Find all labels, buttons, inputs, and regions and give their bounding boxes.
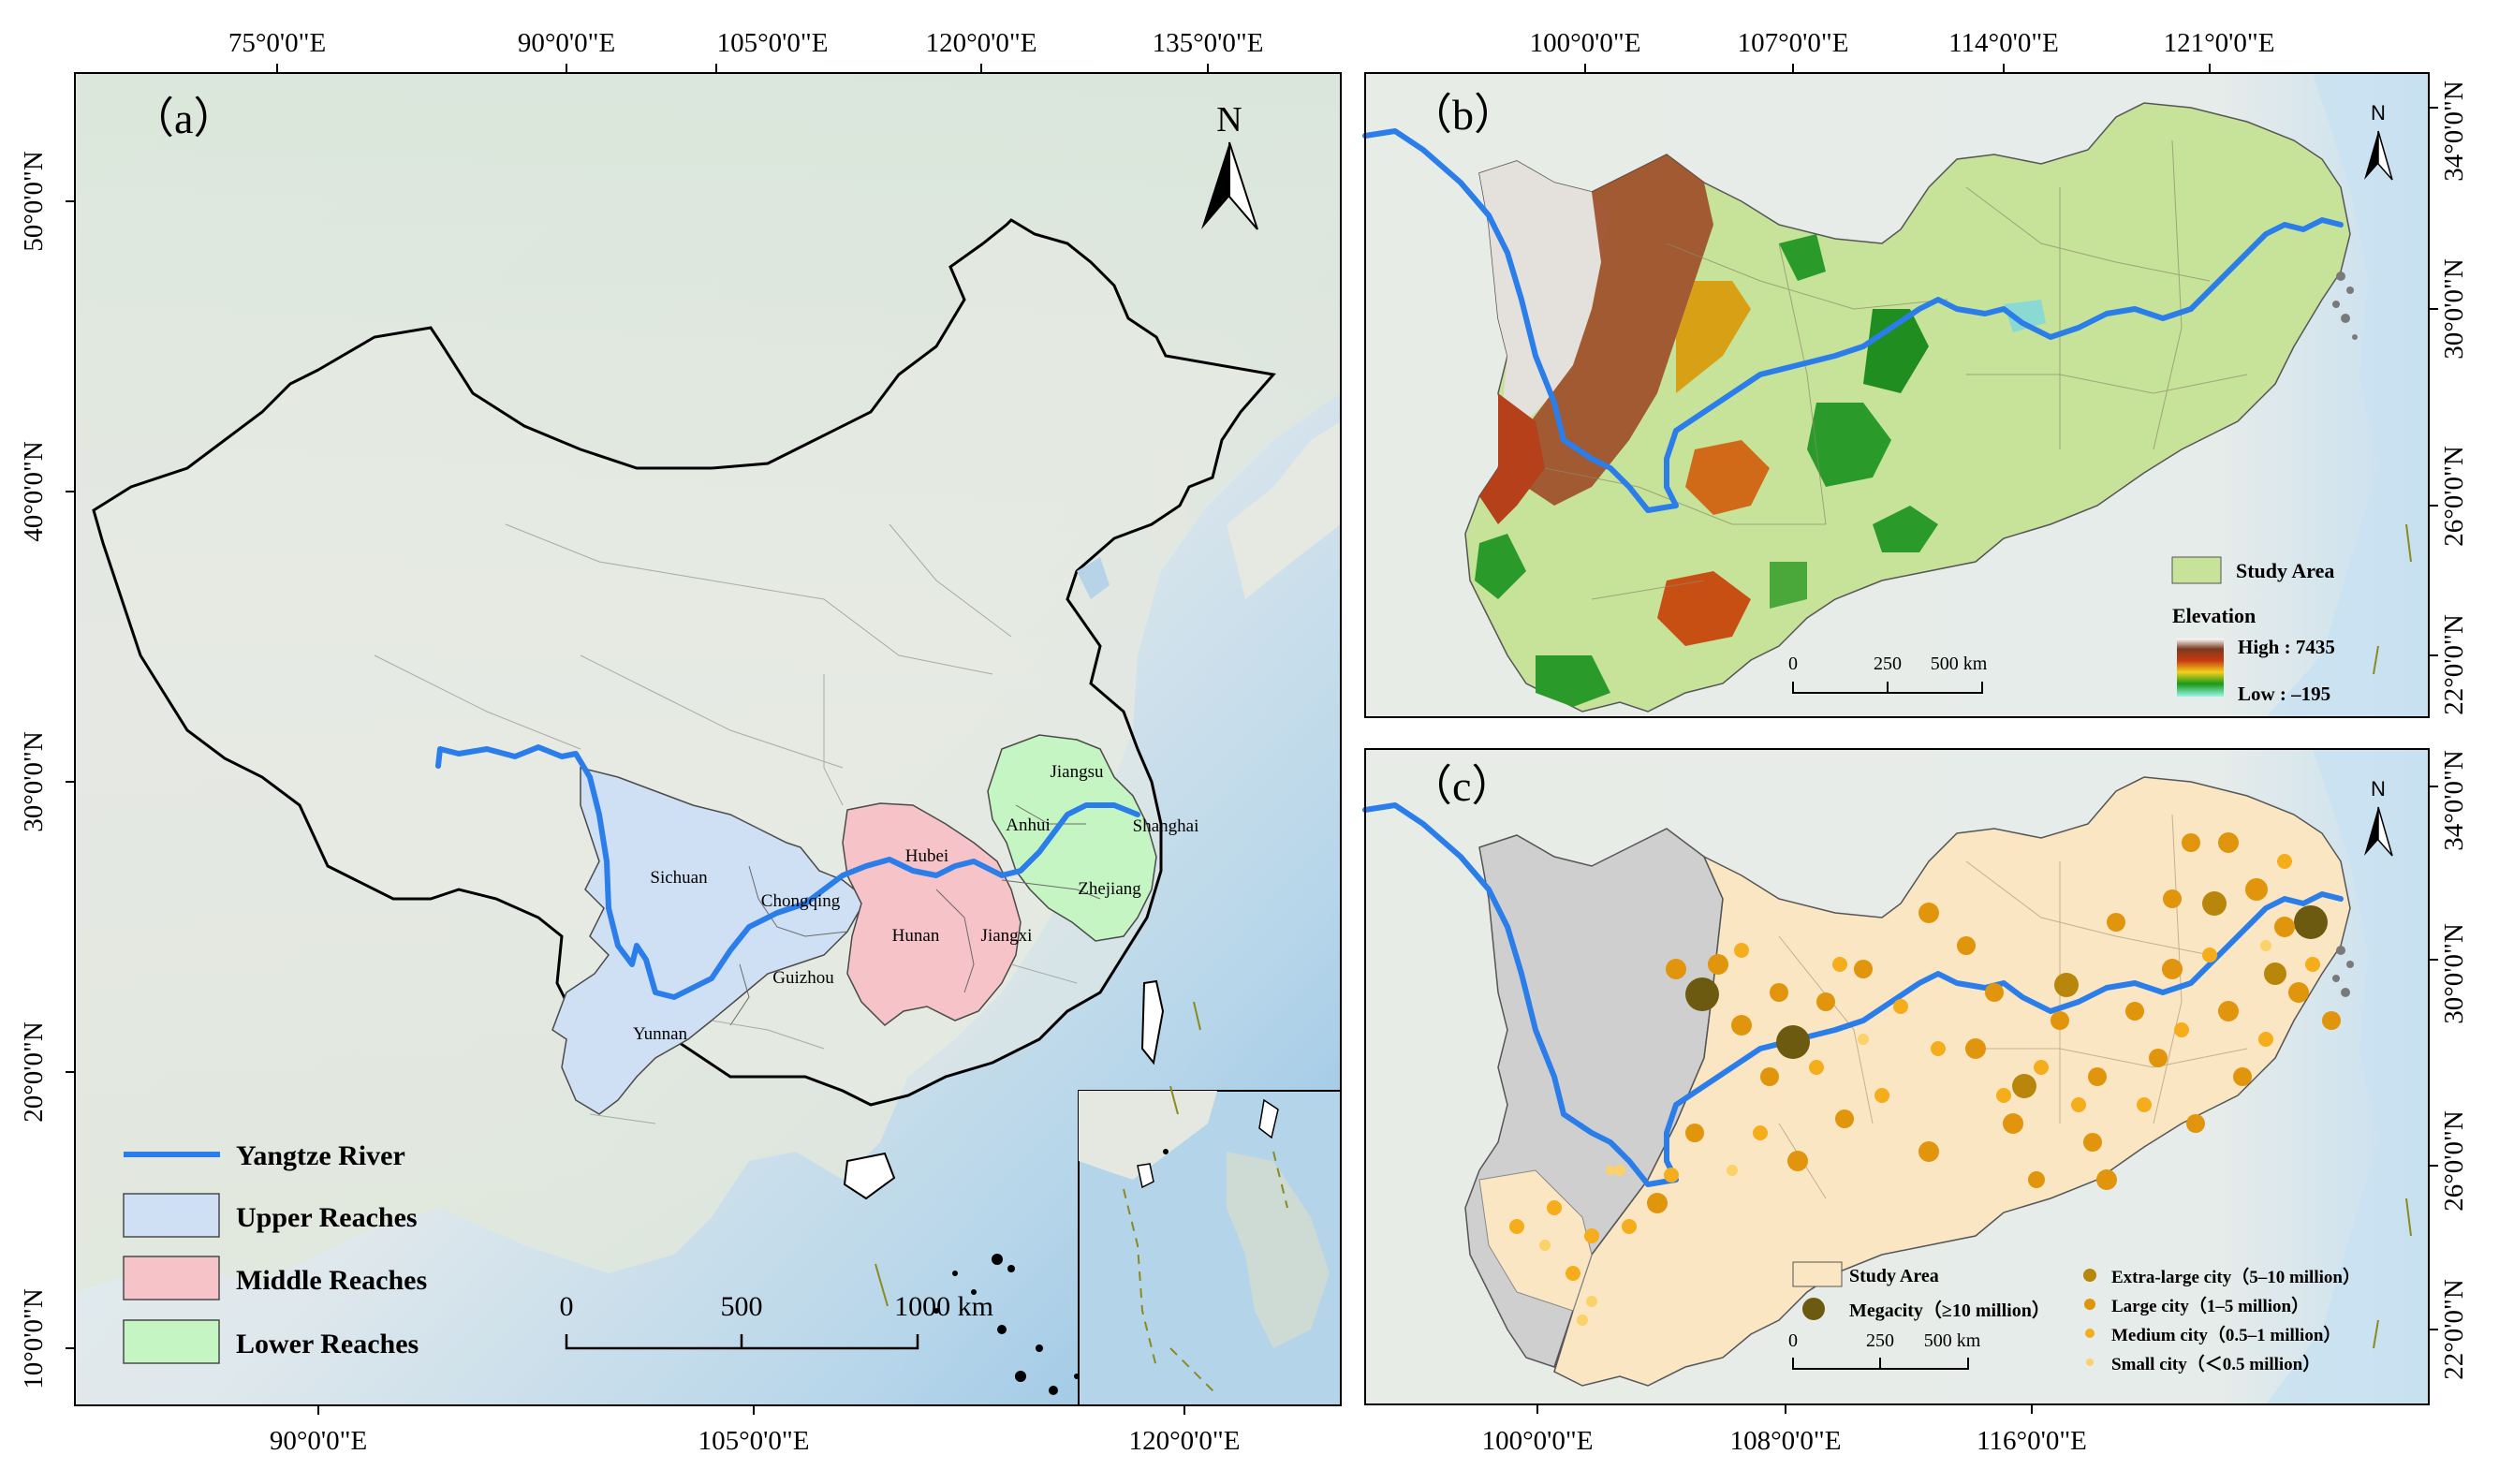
svg-text:Large city（1–5 million）: Large city（1–5 million） xyxy=(2111,1295,2309,1316)
panel-c-bottom-tick-2: 108°0'0"E xyxy=(1730,1426,1842,1456)
panel-b-top-tick-2: 107°0'0"E xyxy=(1738,28,1849,58)
svg-text:500 km: 500 km xyxy=(1931,654,1988,674)
panel-b-right-tick-4: 22°0'0"N xyxy=(2439,614,2469,715)
label-jiangsu: Jiangsu xyxy=(1051,762,1105,782)
panel-c-right-tick-3: 26°0'0"N xyxy=(2439,1110,2469,1212)
north-arrow-c: N xyxy=(2364,777,2393,857)
svg-text:N: N xyxy=(2371,101,2386,125)
svg-text:Yangtze River: Yangtze River xyxy=(236,1140,405,1171)
panel-a-map xyxy=(75,73,1342,1406)
label-anhui: Anhui xyxy=(1006,815,1051,835)
label-hunan: Hunan xyxy=(892,926,940,946)
svg-text:0: 0 xyxy=(1788,1330,1798,1351)
panel-b-frame xyxy=(1364,72,2430,718)
panel-b-top-tick-4: 121°0'0"E xyxy=(2164,28,2275,58)
yangtze-river-a xyxy=(435,744,1140,1000)
label-yunnan: Yunnan xyxy=(633,1024,688,1044)
panel-a-top-tick-4: 120°0'0"E xyxy=(926,28,1037,58)
panel-b-right-tick-3: 26°0'0"N xyxy=(2439,446,2469,547)
svg-text:Medium city（0.5–1 million）: Medium city（0.5–1 million） xyxy=(2111,1324,2341,1345)
svg-text:Lower Reaches: Lower Reaches xyxy=(236,1329,419,1359)
panel-a-label: （a） xyxy=(131,95,236,142)
panel-a-left-tick-4: 20°0'0"N xyxy=(19,1021,49,1123)
svg-text:Extra-large city（5–10 million）: Extra-large city（5–10 million） xyxy=(2111,1266,2360,1287)
svg-text:250: 250 xyxy=(1874,654,1902,674)
study-area-c xyxy=(1553,776,2351,1387)
panel-b-map xyxy=(1362,73,2429,717)
panel-b-label: （b） xyxy=(1409,91,1517,139)
svg-text:0: 0 xyxy=(1788,654,1798,674)
lower-reaches-region xyxy=(987,734,1157,942)
panel-c-right-tick-2: 30°0'0"N xyxy=(2439,923,2469,1024)
panel-a-top-tick-1: 75°0'0"E xyxy=(228,28,326,58)
panel-c-bottom-tick-3: 116°0'0"E xyxy=(1977,1426,2087,1456)
panel-a-left-tick-1: 50°0'0"N xyxy=(19,151,49,252)
panel-a-legend: Yangtze River Upper Reaches Middle Reach… xyxy=(123,1140,427,1364)
svg-text:Low : –195: Low : –195 xyxy=(2238,683,2330,705)
panel-c-map xyxy=(1362,749,2429,1404)
svg-text:Small city（＜0.5 million）: Small city（＜0.5 million） xyxy=(2111,1353,2320,1374)
panel-a-top-tick-2: 90°0'0"E xyxy=(518,28,615,58)
svg-text:500: 500 xyxy=(721,1291,763,1322)
panel-b-right-tick-1: 34°0'0"N xyxy=(2439,81,2469,182)
panel-a-bottom-tick-1: 90°0'0"E xyxy=(270,1426,367,1456)
panel-c-bottom-tick-1: 100°0'0"E xyxy=(1482,1426,1594,1456)
panel-c-legend: Study Area Megacity（≥10 million） Extra-l… xyxy=(1792,1261,2360,1374)
panel-a-frame xyxy=(74,72,1342,1406)
label-chongqing: Chongqing xyxy=(761,891,841,911)
upper-reaches-region xyxy=(551,767,867,1115)
panel-b-scale-bar: 0 250 500 km xyxy=(1788,654,1988,694)
panel-a-bottom-tick-3: 120°0'0"E xyxy=(1129,1426,1241,1456)
panel-b-top-tick-1: 100°0'0"E xyxy=(1530,28,1641,58)
panel-c-frame xyxy=(1364,748,2430,1405)
city-points xyxy=(1509,832,2341,1326)
label-sichuan: Sichuan xyxy=(650,868,708,888)
panel-b-ticks xyxy=(1584,64,2438,656)
yangtze-river-b xyxy=(1362,128,2344,513)
panel-c-label: （c） xyxy=(1409,762,1514,810)
svg-text:Study Area: Study Area xyxy=(2236,559,2334,582)
panel-b-legend: Study Area Elevation High : 7435 Low : –… xyxy=(2171,556,2335,705)
panel-c-scale-bar: 0 250 500 km xyxy=(1788,1330,1981,1370)
panel-a-ticks xyxy=(66,64,1209,1415)
svg-text:Study Area: Study Area xyxy=(1849,1266,1939,1286)
panel-b-right-tick-2: 30°0'0"N xyxy=(2439,258,2469,360)
svg-text:N: N xyxy=(1216,100,1242,140)
north-arrow-b: N xyxy=(2364,101,2393,181)
panel-c-right-tick-1: 34°0'0"N xyxy=(2439,750,2469,851)
svg-text:N: N xyxy=(2371,777,2386,801)
panel-a-scale-bar: 0 500 1000 km xyxy=(560,1291,993,1350)
panel-a-left-tick-2: 40°0'0"N xyxy=(19,441,49,542)
panel-a-bottom-tick-2: 105°0'0"E xyxy=(698,1426,810,1456)
svg-text:Upper Reaches: Upper Reaches xyxy=(236,1202,418,1233)
svg-text:500 km: 500 km xyxy=(1924,1330,1981,1351)
label-hubei: Hubei xyxy=(905,846,948,866)
svg-text:Middle Reaches: Middle Reaches xyxy=(236,1265,427,1296)
panel-a-left-tick-3: 30°0'0"N xyxy=(19,731,49,832)
svg-text:Elevation: Elevation xyxy=(2172,604,2256,627)
svg-text:1000 km: 1000 km xyxy=(894,1291,993,1322)
north-arrow-a: N xyxy=(1201,100,1258,230)
panel-c-right-tick-4: 22°0'0"N xyxy=(2439,1279,2469,1380)
panel-c-ticks xyxy=(1536,786,2438,1414)
svg-text:Megacity（≥10 million）: Megacity（≥10 million） xyxy=(1849,1300,2051,1321)
panel-a-top-tick-5: 135°0'0"E xyxy=(1153,28,1264,58)
label-shanghai: Shanghai xyxy=(1133,816,1199,836)
svg-text:250: 250 xyxy=(1866,1330,1894,1351)
svg-text:0: 0 xyxy=(560,1291,574,1322)
label-jiangxi: Jiangxi xyxy=(981,926,1033,946)
panel-a-left-tick-5: 10°0'0"N xyxy=(19,1288,49,1389)
south-china-sea-inset xyxy=(1078,1090,1342,1406)
yangtze-river-c xyxy=(1362,802,2344,1187)
label-guizhou: Guizhou xyxy=(772,968,834,988)
panel-a-top-tick-3: 105°0'0"E xyxy=(717,28,829,58)
panel-b-top-tick-3: 114°0'0"E xyxy=(1948,28,2059,58)
label-zhejiang: Zhejiang xyxy=(1078,879,1141,899)
svg-text:High : 7435: High : 7435 xyxy=(2238,636,2335,658)
